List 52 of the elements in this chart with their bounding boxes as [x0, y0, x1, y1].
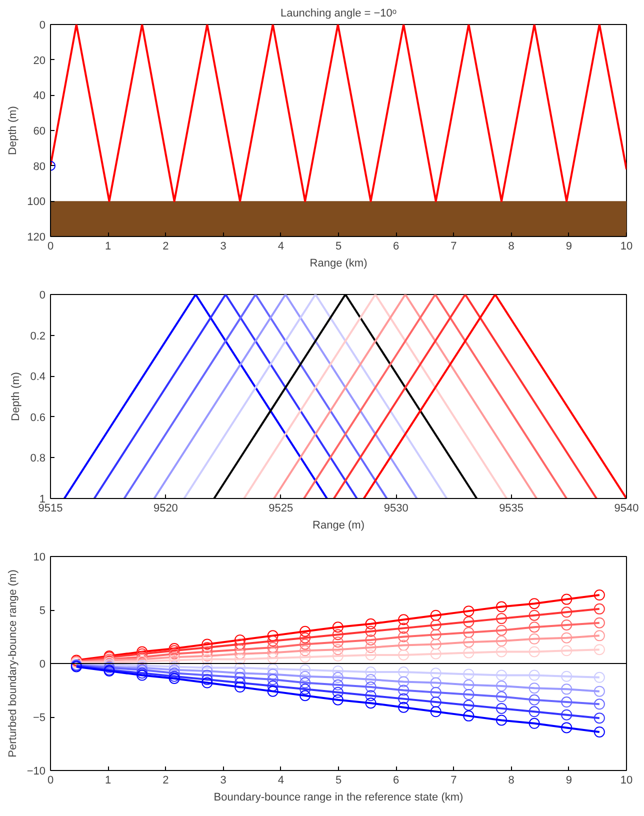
x-tick-label: 9 — [566, 774, 572, 786]
y-axis-title: Depth (m) — [7, 106, 20, 155]
y-tick-label: 100 — [27, 196, 46, 208]
chart-title: Launching angle = −10ᵒ — [280, 8, 397, 20]
x-tick-label: 1 — [105, 240, 112, 252]
x-tick-label: 0 — [47, 774, 54, 786]
y-tick-label: 0.2 — [30, 330, 46, 342]
x-axis-title: Boundary-bounce range in the reference state (km) — [214, 792, 464, 804]
y-tick-label: 0 — [39, 290, 46, 302]
x-axis-title: Range (m) — [312, 520, 364, 532]
x-tick-label: 9535 — [499, 502, 524, 514]
y-tick-label: 80 — [33, 160, 46, 173]
y-tick-label: 0.4 — [30, 371, 46, 384]
x-tick-label: 6 — [393, 774, 400, 786]
x-tick-label: 2 — [162, 774, 169, 786]
x-tick-label: 9530 — [384, 502, 408, 514]
y-tick-label: −5 — [32, 712, 46, 724]
x-tick-label: 7 — [450, 240, 457, 252]
y-tick-label: 20 — [33, 54, 46, 67]
x-tick-label: 3 — [220, 240, 226, 252]
x-tick-label: 8 — [508, 240, 514, 252]
x-tick-label: 9540 — [614, 502, 639, 514]
x-tick-label: 10 — [620, 240, 633, 252]
x-tick-label: 0 — [47, 240, 54, 252]
y-tick-label: −10 — [26, 766, 46, 778]
y-tick-label: 10 — [33, 552, 46, 564]
x-tick-label: 8 — [508, 774, 514, 786]
y-tick-label: 0 — [39, 20, 46, 32]
x-tick-label: 5 — [335, 240, 342, 252]
y-tick-label: 0 — [39, 658, 46, 670]
x-tick-label: 4 — [278, 240, 284, 252]
y-tick-label: 60 — [33, 126, 46, 138]
y-tick-label: 40 — [33, 90, 46, 102]
x-tick-label: 3 — [220, 774, 226, 786]
y-axis-title: Perturbed boundary-bounce range (m) — [6, 570, 19, 758]
x-tick-label: 6 — [393, 240, 400, 252]
x-tick-label: 4 — [278, 774, 284, 786]
y-tick-label: 0.6 — [30, 412, 46, 424]
x-tick-label: 7 — [450, 774, 457, 786]
x-tick-label: 2 — [162, 240, 169, 252]
x-tick-label: 5 — [335, 774, 342, 786]
y-tick-label: 5 — [39, 605, 46, 617]
y-tick-label: 120 — [27, 232, 46, 244]
x-tick-label: 9 — [566, 240, 572, 252]
y-tick-label: 0.8 — [30, 452, 46, 465]
x-tick-label: 9515 — [38, 502, 63, 514]
x-tick-label: 9520 — [153, 502, 178, 514]
x-tick-label: 1 — [105, 774, 112, 786]
y-axis-title: Depth (m) — [10, 372, 22, 421]
x-axis-title: Range (km) — [310, 258, 368, 270]
x-tick-label: 10 — [620, 774, 633, 786]
x-tick-label: 9525 — [268, 502, 294, 514]
